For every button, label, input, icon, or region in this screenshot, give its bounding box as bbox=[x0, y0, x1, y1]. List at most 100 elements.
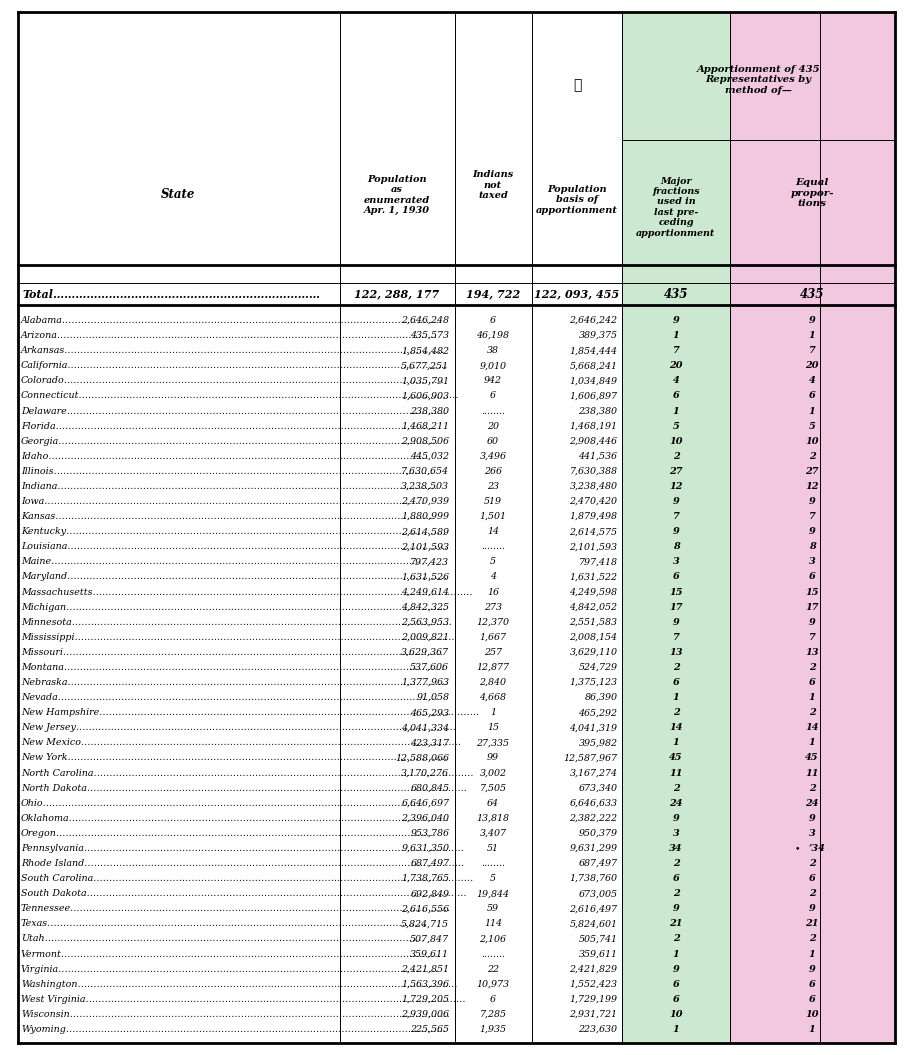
Text: 2,939,006: 2,939,006 bbox=[401, 1010, 449, 1019]
Text: 2,009,821: 2,009,821 bbox=[401, 633, 449, 641]
Text: 9: 9 bbox=[809, 964, 815, 974]
Text: 16: 16 bbox=[487, 588, 499, 596]
Text: New Jersey…………………………………………………………………………………………………………: New Jersey………………………………………………………………………………… bbox=[21, 724, 456, 732]
Text: 9: 9 bbox=[809, 528, 815, 536]
Text: 7,630,388: 7,630,388 bbox=[570, 467, 617, 476]
Text: 1,631,526: 1,631,526 bbox=[401, 573, 449, 581]
Text: 5,677,251: 5,677,251 bbox=[401, 361, 449, 370]
Text: 537,606: 537,606 bbox=[410, 663, 449, 672]
Text: 465,292: 465,292 bbox=[579, 708, 617, 717]
Text: Population
basis of
apportionment: Population basis of apportionment bbox=[536, 185, 618, 215]
Text: 11: 11 bbox=[669, 768, 683, 778]
Text: 266: 266 bbox=[484, 467, 502, 476]
Text: 1: 1 bbox=[809, 331, 815, 340]
Text: 6: 6 bbox=[809, 980, 815, 989]
Text: 12: 12 bbox=[805, 482, 819, 491]
Text: 15: 15 bbox=[669, 588, 683, 596]
Text: 8: 8 bbox=[673, 542, 679, 552]
Text: 2: 2 bbox=[809, 452, 815, 461]
Text: 14: 14 bbox=[669, 724, 683, 732]
Text: North Carolina…………………………………………………………………………………………………………: North Carolina……………………………………………………………………… bbox=[21, 768, 474, 778]
Text: 1: 1 bbox=[809, 1025, 815, 1034]
Text: Montana…………………………………………………………………………………………………………: Montana………………………………………………………………………………………… bbox=[21, 663, 444, 672]
Text: 1: 1 bbox=[673, 1025, 679, 1034]
Text: 797,423: 797,423 bbox=[410, 557, 449, 567]
Text: 21: 21 bbox=[669, 919, 683, 928]
Text: 6: 6 bbox=[809, 391, 815, 401]
Text: 9,010: 9,010 bbox=[479, 361, 507, 370]
Text: 12,370: 12,370 bbox=[477, 618, 509, 627]
Text: ........: ........ bbox=[481, 406, 505, 416]
Text: 1,606,903: 1,606,903 bbox=[401, 391, 449, 401]
Text: 238,380: 238,380 bbox=[410, 406, 449, 416]
Text: 9: 9 bbox=[673, 813, 679, 823]
Text: 389,375: 389,375 bbox=[579, 331, 617, 340]
Text: 6,646,633: 6,646,633 bbox=[570, 799, 617, 808]
Text: 2,840: 2,840 bbox=[479, 678, 507, 687]
Text: 423,317: 423,317 bbox=[410, 738, 449, 747]
Text: 2,614,575: 2,614,575 bbox=[570, 528, 617, 536]
Text: 4,249,598: 4,249,598 bbox=[570, 588, 617, 596]
Text: 24: 24 bbox=[669, 799, 683, 808]
Bar bbox=[730, 12, 895, 1043]
Text: 1,377,963: 1,377,963 bbox=[401, 678, 449, 687]
Text: Apportionment of 435
Representatives by
method of—: Apportionment of 435 Representatives by … bbox=[697, 65, 820, 95]
Text: 1,035,791: 1,035,791 bbox=[401, 377, 449, 385]
Text: 257: 257 bbox=[484, 648, 502, 657]
Text: ........: ........ bbox=[481, 542, 505, 552]
Text: 5: 5 bbox=[673, 422, 679, 430]
Text: Mississippi…………………………………………………………………………………………………………: Mississippi……………………………………………………………………………… bbox=[21, 633, 455, 641]
Text: 27: 27 bbox=[805, 467, 819, 476]
Text: 6: 6 bbox=[673, 995, 679, 1003]
Text: 13: 13 bbox=[669, 648, 683, 657]
Text: North Dakota…………………………………………………………………………………………………………: North Dakota…………………………………………………………………………… bbox=[21, 784, 467, 792]
Text: 4,249,614: 4,249,614 bbox=[401, 588, 449, 596]
Text: 2: 2 bbox=[809, 784, 815, 792]
Text: 7: 7 bbox=[673, 633, 679, 641]
Text: 2,421,829: 2,421,829 bbox=[570, 964, 617, 974]
Text: 20: 20 bbox=[805, 361, 819, 370]
Text: ........: ........ bbox=[481, 859, 505, 868]
Text: Missouri…………………………………………………………………………………………………………: Missouri……………………………………………………………………………………… bbox=[21, 648, 443, 657]
Text: 10: 10 bbox=[805, 437, 819, 445]
Text: 1,468,191: 1,468,191 bbox=[570, 422, 617, 430]
Text: 2,614,589: 2,614,589 bbox=[401, 528, 449, 536]
Text: 2: 2 bbox=[673, 935, 679, 943]
Text: 1,501: 1,501 bbox=[479, 512, 507, 521]
Text: 2,101,593: 2,101,593 bbox=[570, 542, 617, 552]
Text: 46,198: 46,198 bbox=[477, 331, 509, 340]
Text: Vermont…………………………………………………………………………………………………………: Vermont………………………………………………………………………………………… bbox=[21, 950, 442, 959]
Text: 60: 60 bbox=[487, 437, 499, 445]
Text: 9,631,350: 9,631,350 bbox=[401, 844, 449, 852]
Text: 3,170,276: 3,170,276 bbox=[401, 768, 449, 778]
Text: 2: 2 bbox=[809, 663, 815, 672]
Text: Iowa…………………………………………………………………………………………………………: Iowa………………………………………………………………………………………………… bbox=[21, 497, 425, 506]
Text: 3,629,367: 3,629,367 bbox=[401, 648, 449, 657]
Text: 2: 2 bbox=[673, 784, 679, 792]
Text: 505,741: 505,741 bbox=[579, 935, 617, 943]
Text: 7: 7 bbox=[809, 346, 815, 356]
Text: California…………………………………………………………………………………………………………: California………………………………………………………………………………… bbox=[21, 361, 448, 370]
Text: 19,844: 19,844 bbox=[477, 889, 509, 898]
Text: Wisconsin…………………………………………………………………………………………………………: Wisconsin…………………………………………………………………………………… bbox=[21, 1010, 450, 1019]
Text: 225,565: 225,565 bbox=[410, 1025, 449, 1034]
Text: 524,729: 524,729 bbox=[579, 663, 617, 672]
Text: 6: 6 bbox=[673, 875, 679, 883]
Text: 9: 9 bbox=[809, 618, 815, 627]
Text: 2,931,721: 2,931,721 bbox=[570, 1010, 617, 1019]
Text: Indians
not
taxed: Indians not taxed bbox=[472, 170, 514, 199]
Text: 12,877: 12,877 bbox=[477, 663, 509, 672]
Text: 13,818: 13,818 bbox=[477, 813, 509, 823]
Text: 86,390: 86,390 bbox=[584, 693, 617, 703]
Text: 14: 14 bbox=[805, 724, 819, 732]
Text: 1: 1 bbox=[809, 406, 815, 416]
Text: 2,421,851: 2,421,851 bbox=[401, 964, 449, 974]
Text: Texas…………………………………………………………………………………………………………: Texas……………………………………………………………………………………………… bbox=[21, 919, 428, 928]
Text: 1,854,444: 1,854,444 bbox=[570, 346, 617, 356]
Text: 680,845: 680,845 bbox=[410, 784, 449, 792]
Text: Ohio…………………………………………………………………………………………………………: Ohio………………………………………………………………………………………………… bbox=[21, 799, 424, 808]
Text: 51: 51 bbox=[487, 844, 499, 852]
Text: 7: 7 bbox=[809, 633, 815, 641]
Text: Indiana…………………………………………………………………………………………………………: Indiana………………………………………………………………………………………… bbox=[21, 482, 437, 491]
Text: 99: 99 bbox=[487, 753, 499, 763]
